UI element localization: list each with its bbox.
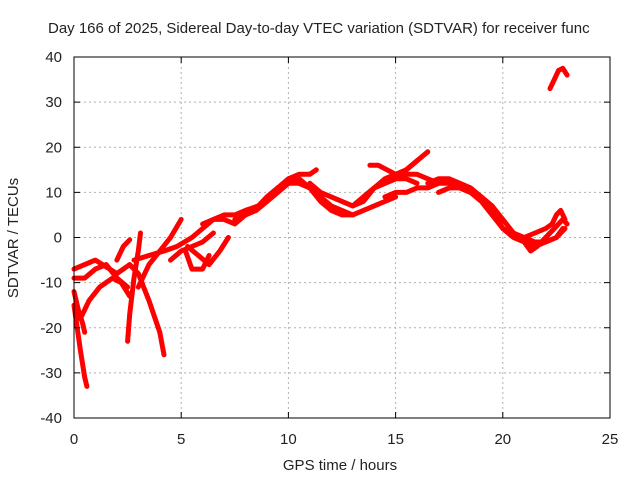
- series-track-5: [77, 275, 133, 322]
- axis-ticks: [73, 56, 611, 419]
- x-tick-label: 10: [280, 431, 297, 448]
- series-track-9: [131, 203, 261, 263]
- y-tick-label: 10: [45, 184, 62, 201]
- y-axis-label: SDTVAR / TECUs: [5, 178, 22, 298]
- y-tick-label: 40: [45, 49, 62, 66]
- series-track-13: [200, 167, 319, 227]
- series-track-10: [168, 230, 216, 263]
- series-track-19: [367, 162, 441, 186]
- series-track-18: [360, 158, 420, 200]
- y-tick-label: 30: [45, 94, 62, 111]
- y-tick-label: 20: [45, 139, 62, 156]
- x-tick-label: 5: [177, 431, 185, 448]
- series-track-3: [71, 257, 167, 358]
- series-track-15: [264, 180, 356, 218]
- series-track-24: [547, 65, 570, 92]
- chart-title: Day 166 of 2025, Sidereal Day-to-day VTE…: [48, 20, 590, 37]
- y-tick-label: -30: [40, 365, 62, 382]
- x-tick-label: 15: [387, 431, 404, 448]
- series-track-23: [521, 207, 568, 240]
- series-track-6: [125, 230, 143, 344]
- series-track-11: [185, 235, 231, 268]
- y-tick-label: -40: [40, 410, 62, 427]
- x-axis-label: GPS time / hours: [283, 457, 397, 474]
- x-tick-label: 20: [494, 431, 511, 448]
- data-traces: [71, 65, 570, 389]
- series-track-7: [114, 237, 133, 263]
- series-track-22: [436, 185, 570, 254]
- series-track-12: [183, 248, 212, 272]
- x-tick-labels: 0 5 10 15 20 25: [70, 431, 619, 448]
- y-tick-label: -20: [40, 320, 62, 337]
- y-tick-label: 0: [54, 230, 62, 247]
- x-tick-label: 0: [70, 431, 78, 448]
- y-tick-label: -10: [40, 275, 62, 292]
- y-tick-labels: -40 -30 -20 -10 0 10 20 30 40: [40, 49, 62, 427]
- x-tick-label: 25: [602, 431, 619, 448]
